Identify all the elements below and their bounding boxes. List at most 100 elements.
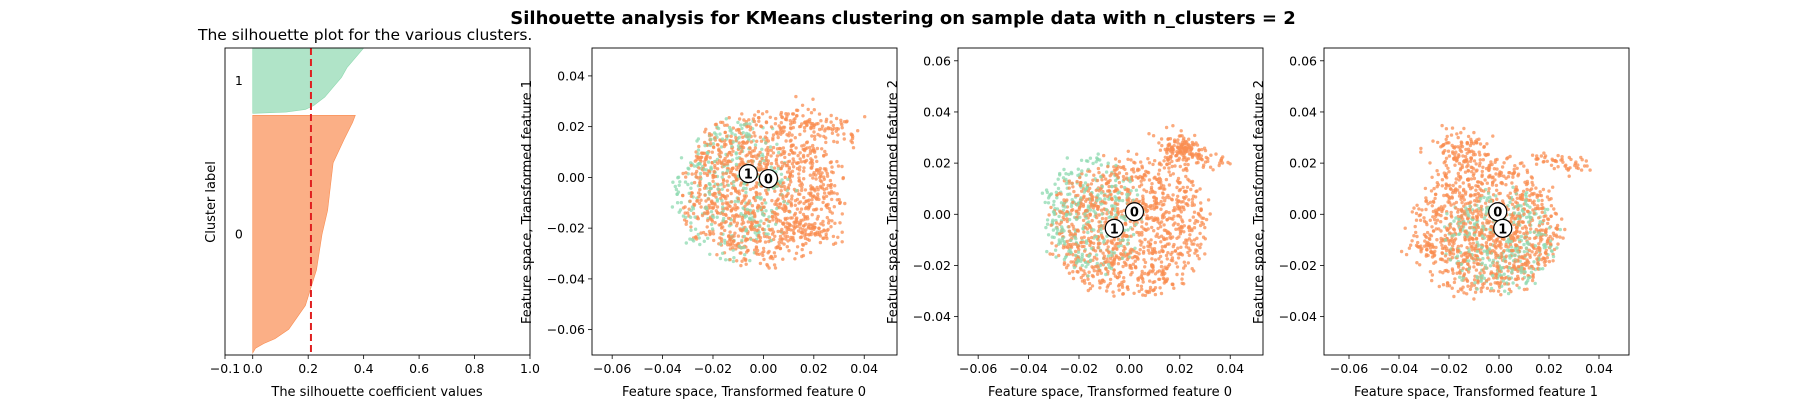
scatter-point-cluster-0	[1446, 269, 1450, 274]
x-tick-label: 0.04	[850, 361, 878, 376]
scatter-point-cluster-0	[1452, 202, 1456, 206]
scatter-point-cluster-0	[800, 103, 805, 108]
scatter-point-cluster-0	[1067, 186, 1071, 190]
scatter-point-cluster-0	[766, 264, 770, 268]
x-tick-label: 0.00	[749, 361, 777, 376]
scatter-point-cluster-0	[1504, 259, 1508, 264]
scatter-point-cluster-0	[723, 228, 727, 233]
scatter-point-cluster-0	[797, 178, 802, 183]
scatter-point-cluster-0	[1116, 284, 1121, 288]
scatter-point-cluster-0	[1502, 174, 1506, 178]
scatter-point-cluster-0	[1456, 210, 1460, 214]
scatter-point-cluster-0	[1050, 241, 1054, 245]
scatter-point-cluster-0	[1096, 229, 1101, 233]
scatter-point-cluster-0	[1477, 230, 1481, 235]
scatter-point-cluster-0	[1099, 208, 1104, 212]
scatter-point-cluster-1	[735, 156, 739, 160]
scatter-point-cluster-0	[1167, 196, 1171, 200]
scatter-point-cluster-0	[1196, 160, 1200, 165]
scatter-point-cluster-0	[762, 234, 767, 239]
scatter-point-cluster-0	[784, 194, 788, 199]
cluster-center-0	[758, 169, 779, 189]
scatter-point-cluster-1	[1482, 249, 1486, 253]
scatter-point-cluster-0	[1151, 288, 1156, 292]
scatter-point-cluster-0	[763, 240, 768, 244]
scatter-point-cluster-0	[754, 190, 758, 195]
scatter-point-cluster-0	[780, 206, 785, 210]
scatter-point-cluster-0	[1524, 182, 1529, 187]
scatter-point-cluster-1	[716, 187, 720, 191]
scatter-point-cluster-0	[1055, 221, 1059, 225]
scatter-point-cluster-0	[1506, 207, 1511, 211]
scatter-point-cluster-0	[713, 221, 717, 225]
scatter-point-cluster-0	[1155, 232, 1160, 236]
scatter-point-cluster-0	[1545, 159, 1550, 163]
scatter-point-cluster-0	[810, 134, 814, 138]
scatter-point-cluster-1	[1452, 219, 1456, 223]
scatter-point-cluster-0	[747, 211, 751, 216]
scatter-point-cluster-1	[1515, 246, 1519, 251]
scatter-point-cluster-0	[819, 207, 824, 211]
scatter-point-cluster-1	[1551, 254, 1556, 259]
scatter-point-cluster-0	[1509, 248, 1514, 253]
scatter-point-cluster-0	[1449, 203, 1453, 207]
scatter-point-cluster-0	[1555, 223, 1560, 228]
scatter-point-cluster-0	[756, 153, 761, 157]
scatter-point-cluster-0	[1138, 248, 1142, 252]
scatter-point-cluster-0	[1430, 204, 1435, 208]
scatter-point-cluster-0	[1467, 237, 1471, 241]
scatter-point-cluster-0	[1491, 234, 1495, 238]
scatter-point-cluster-0	[1124, 262, 1128, 266]
scatter-point-cluster-0	[1430, 175, 1434, 179]
scatter-point-cluster-0	[783, 175, 787, 180]
scatter-point-cluster-0	[1516, 174, 1520, 178]
scatter-point-cluster-0	[789, 180, 793, 184]
scatter-point-cluster-0	[1157, 168, 1162, 172]
scatter-point-cluster-0	[1057, 232, 1062, 236]
scatter-2-x-axis-label: Feature space, Transformed feature 0	[988, 385, 1232, 400]
x-tick-label: 0.00	[1485, 361, 1513, 376]
scatter-point-cluster-0	[769, 125, 774, 129]
scatter-point-cluster-1	[1508, 200, 1512, 204]
scatter-point-cluster-1	[740, 238, 744, 243]
scatter-point-cluster-0	[1440, 209, 1444, 214]
x-tick-label: 1.0	[520, 361, 540, 376]
scatter-point-cluster-0	[726, 240, 730, 244]
scatter-point-cluster-0	[1166, 148, 1170, 152]
scatter-point-cluster-0	[1490, 162, 1494, 167]
scatter-point-cluster-0	[1167, 210, 1171, 215]
scatter-point-cluster-0	[1465, 141, 1470, 145]
scatter-point-cluster-0	[1451, 151, 1455, 155]
scatter-point-cluster-0	[1197, 154, 1201, 158]
scatter-point-cluster-0	[1558, 235, 1562, 239]
scatter-point-cluster-0	[779, 166, 783, 171]
scatter-point-cluster-0	[1445, 260, 1449, 264]
scatter-point-cluster-0	[802, 169, 806, 173]
scatter-point-cluster-0	[736, 196, 740, 201]
scatter-point-cluster-0	[809, 191, 813, 195]
scatter-point-cluster-0	[779, 229, 783, 233]
scatter-point-cluster-0	[814, 177, 818, 181]
scatter-point-cluster-0	[1431, 215, 1435, 219]
scatter-point-cluster-1	[1078, 215, 1082, 219]
scatter-point-cluster-0	[779, 121, 783, 125]
scatter-point-cluster-0	[1192, 210, 1197, 214]
x-tick-label: 0.02	[1166, 361, 1194, 376]
scatter-point-cluster-0	[1176, 222, 1180, 227]
scatter-point-cluster-0	[1114, 168, 1118, 172]
scatter-point-cluster-0	[771, 133, 776, 137]
scatter-point-cluster-1	[1079, 196, 1083, 200]
x-tick-label: −0.06	[959, 361, 997, 376]
scatter-point-cluster-0	[784, 237, 788, 241]
scatter-point-cluster-0	[831, 242, 836, 246]
scatter-point-cluster-0	[746, 201, 751, 205]
scatter-point-cluster-0	[1162, 237, 1166, 242]
scatter-point-cluster-1	[1542, 243, 1546, 247]
scatter-point-cluster-0	[1542, 214, 1546, 219]
scatter-point-cluster-0	[1109, 192, 1113, 197]
scatter-point-cluster-0	[843, 201, 847, 206]
scatter-point-cluster-0	[1441, 150, 1446, 154]
scatter-point-cluster-0	[725, 188, 730, 192]
scatter-point-cluster-0	[1176, 207, 1180, 211]
scatter-point-cluster-0	[1539, 154, 1544, 158]
